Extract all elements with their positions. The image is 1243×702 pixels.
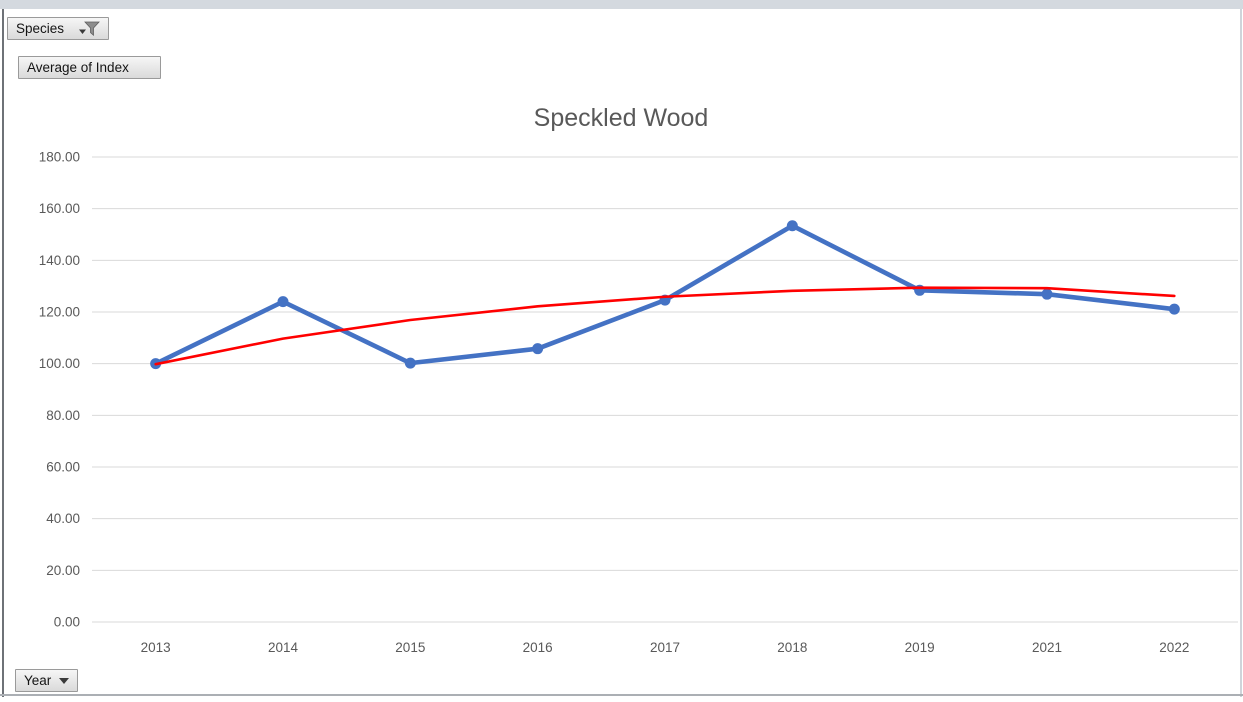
x-tick-label: 2018	[777, 640, 807, 655]
x-tick-label: 2019	[905, 640, 935, 655]
y-tick-label: 120.00	[39, 305, 80, 320]
data-point-2015	[404, 357, 416, 369]
y-tick-label: 80.00	[46, 408, 80, 423]
x-tick-label: 2016	[523, 640, 553, 655]
value-field-label: Average of Index	[27, 60, 129, 75]
data-point-2021	[1041, 288, 1053, 300]
data-point-2014	[277, 296, 289, 308]
y-tick-label: 0.00	[54, 615, 80, 630]
sheet-left-border	[2, 9, 4, 697]
x-tick-label: 2014	[268, 640, 299, 655]
x-tick-label: 2021	[1032, 640, 1062, 655]
filter-funnel-icon	[78, 21, 100, 36]
value-field-button-average-of-index[interactable]: Average of Index	[18, 56, 161, 79]
trendline	[154, 286, 1176, 366]
x-tick-label: 2015	[395, 640, 425, 655]
data-point-2018	[786, 220, 798, 232]
filter-field-label: Species	[16, 21, 65, 36]
y-tick-label: 140.00	[39, 253, 80, 268]
y-tick-label: 60.00	[46, 460, 80, 475]
y-tick-label: 100.00	[39, 356, 80, 371]
sheet-bottom-border	[0, 694, 1243, 696]
chart-title: Speckled Wood	[534, 104, 709, 132]
data-point-2022	[1168, 303, 1180, 315]
x-tick-label: 2017	[650, 640, 680, 655]
axis-field-button-year[interactable]: Year	[15, 669, 78, 692]
dropdown-arrow-icon	[59, 677, 69, 684]
axis-field-label: Year	[24, 673, 52, 688]
y-tick-label: 20.00	[46, 563, 80, 578]
x-tick-label: 2013	[141, 640, 171, 655]
y-tick-label: 40.00	[46, 511, 80, 526]
y-tick-label: 160.00	[39, 201, 80, 216]
data-point-2016	[532, 343, 544, 355]
x-tick-label: 2022	[1159, 640, 1189, 655]
y-tick-label: 180.00	[39, 150, 80, 165]
sheet-right-border	[1240, 9, 1242, 697]
window-top-strip	[0, 0, 1243, 9]
filter-field-button-species[interactable]: Species	[7, 17, 109, 40]
